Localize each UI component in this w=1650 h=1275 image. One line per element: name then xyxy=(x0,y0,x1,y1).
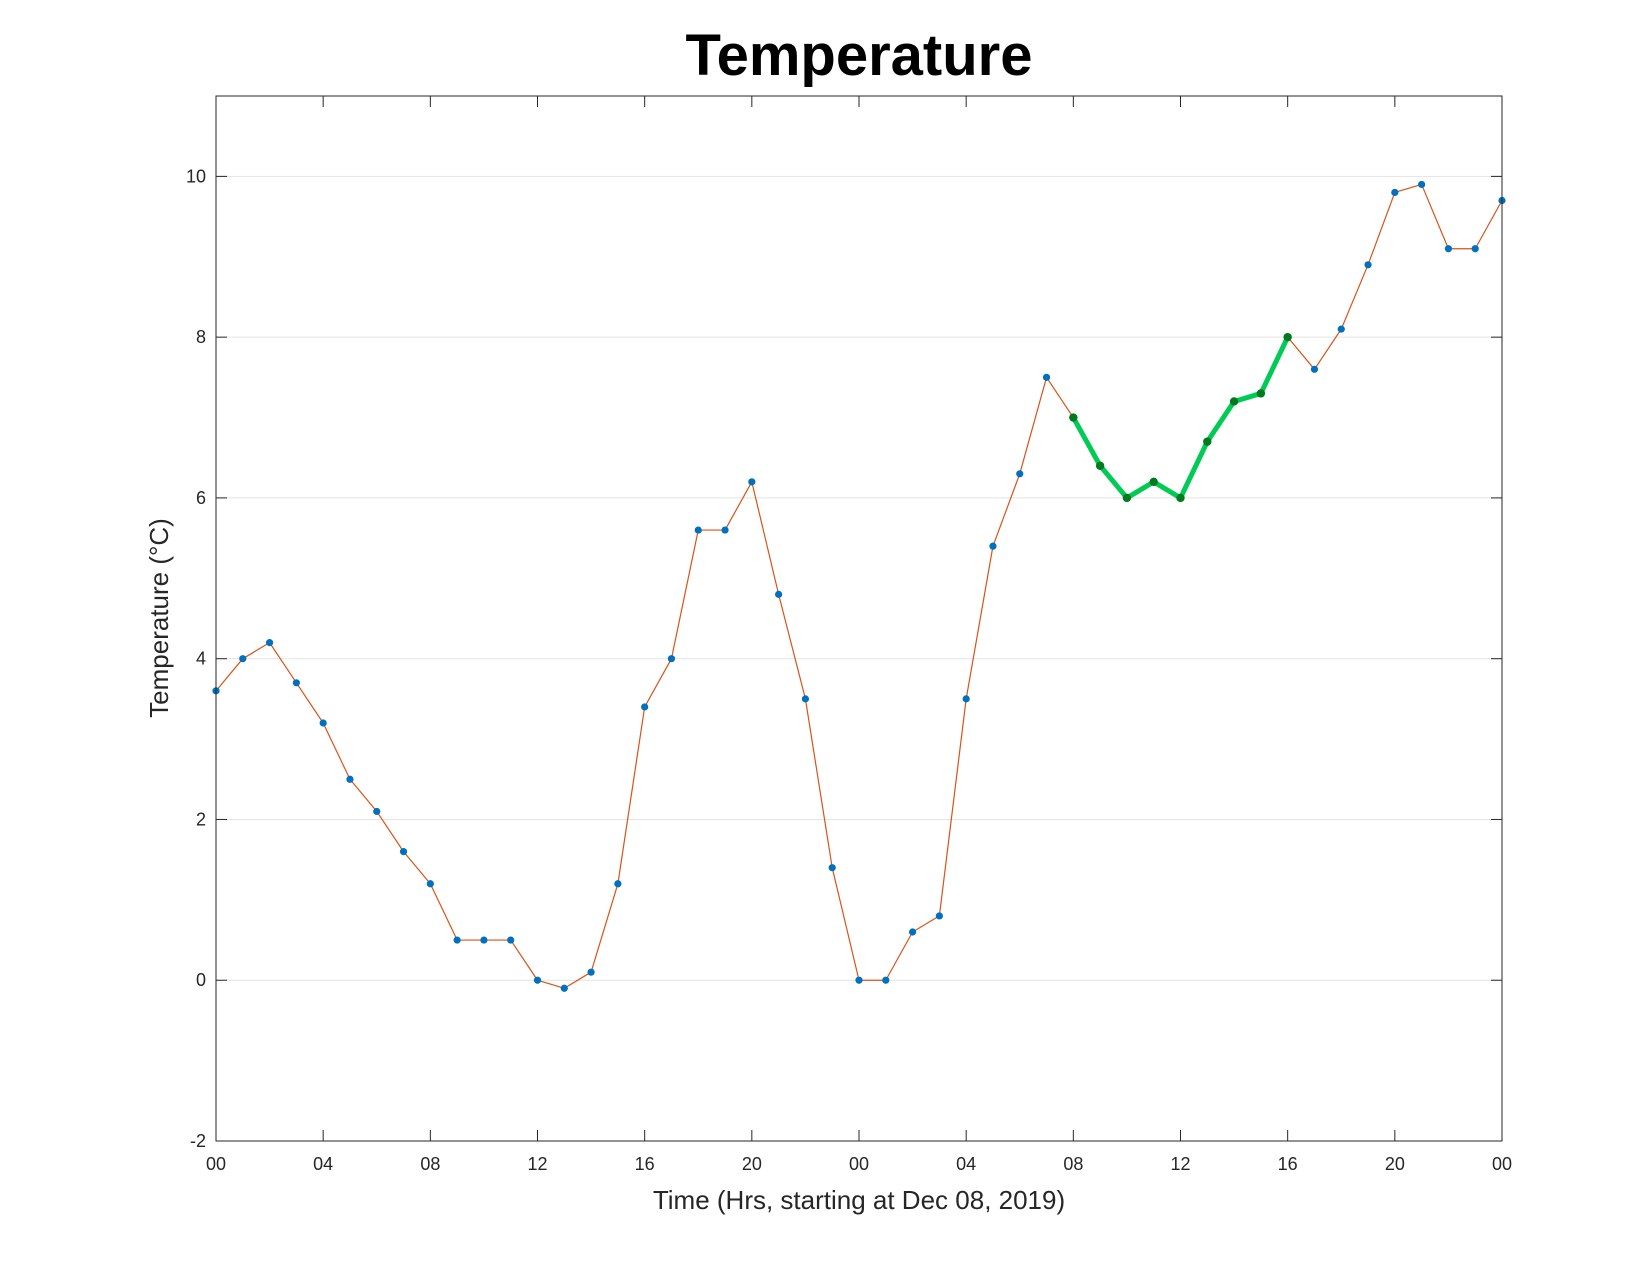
highlight-point xyxy=(1283,332,1292,342)
highlight-series xyxy=(1069,332,1292,503)
data-point xyxy=(748,478,756,486)
data-point xyxy=(935,912,943,920)
x-tick-label: 08 xyxy=(420,1154,440,1174)
data-point xyxy=(507,936,515,944)
x-tick-label: 00 xyxy=(206,1154,226,1174)
data-point xyxy=(587,968,595,976)
y-tick-label: 2 xyxy=(196,809,206,829)
y-tick-label: 10 xyxy=(186,166,206,186)
chart-title: Temperature xyxy=(685,23,1032,88)
x-tick-label: 12 xyxy=(1170,1154,1190,1174)
data-point xyxy=(801,695,810,703)
data-point xyxy=(855,976,863,984)
data-point xyxy=(882,976,890,984)
x-tick-label: 04 xyxy=(313,1154,333,1174)
data-point xyxy=(1391,188,1399,197)
highlight-line xyxy=(1070,334,1291,501)
data-point xyxy=(1444,245,1453,253)
highlight-point xyxy=(1122,493,1132,503)
highlight-point xyxy=(1229,397,1239,406)
data-point xyxy=(399,848,408,856)
x-tick-labels: 00 04 08 12 16 20 00 04 08 12 16 20 00 xyxy=(206,1154,1512,1174)
data-point xyxy=(721,526,729,534)
data-point xyxy=(560,984,568,992)
highlight-point xyxy=(1203,437,1212,446)
data-point xyxy=(908,928,917,936)
data-point xyxy=(1364,261,1372,269)
data-point xyxy=(1337,325,1345,333)
series-line xyxy=(215,183,1503,989)
data-point xyxy=(1471,245,1479,253)
y-tick-label: -2 xyxy=(190,1131,206,1151)
x-tick-label: 04 xyxy=(956,1154,976,1174)
data-point xyxy=(828,864,836,872)
x-axis-label: Time (Hrs, starting at Dec 08, 2019) xyxy=(653,1185,1065,1215)
data-point xyxy=(453,936,461,944)
plot-frame xyxy=(215,95,1503,1142)
data-point xyxy=(1310,365,1319,373)
highlight-point xyxy=(1149,477,1158,487)
x-tick-label: 20 xyxy=(1385,1154,1405,1174)
data-point xyxy=(319,719,327,727)
y-tick-label: 4 xyxy=(196,649,206,669)
data-point xyxy=(1418,180,1426,189)
data-point xyxy=(962,695,970,703)
x-tick-label: 08 xyxy=(1063,1154,1083,1174)
x-tick-label: 16 xyxy=(1278,1154,1298,1174)
tick-marks xyxy=(215,96,1503,1142)
highlight-point xyxy=(1069,413,1078,422)
grid-lines xyxy=(216,175,1502,981)
data-point xyxy=(694,526,702,534)
data-point xyxy=(265,639,274,647)
series-layer xyxy=(212,180,1506,992)
y-tick-label: 6 xyxy=(196,488,206,508)
data-point xyxy=(775,590,783,598)
y-tick-labels: -2 0 2 4 6 8 10 xyxy=(186,166,206,1151)
x-tick-label: 16 xyxy=(635,1154,655,1174)
data-point xyxy=(346,775,354,783)
data-point xyxy=(1016,470,1024,478)
data-point xyxy=(533,976,542,984)
highlight-point xyxy=(1095,461,1105,470)
y-axis-label: Temperature (°C) xyxy=(144,518,174,718)
highlight-point xyxy=(1256,389,1266,398)
data-point xyxy=(292,679,300,687)
highlight-point xyxy=(1176,493,1185,503)
data-point xyxy=(373,807,381,816)
data-point xyxy=(667,655,676,663)
x-tick-label: 00 xyxy=(1492,1154,1512,1174)
x-tick-label: 00 xyxy=(849,1154,869,1174)
data-point xyxy=(614,880,622,888)
data-point xyxy=(239,655,247,663)
data-point xyxy=(480,936,488,944)
y-tick-label: 0 xyxy=(196,970,206,990)
data-point xyxy=(641,703,649,711)
data-point xyxy=(989,542,997,550)
y-tick-label: 8 xyxy=(196,327,206,347)
data-point xyxy=(426,880,434,888)
x-tick-label: 20 xyxy=(742,1154,762,1174)
data-point xyxy=(1042,373,1051,381)
x-tick-label: 12 xyxy=(527,1154,547,1174)
temperature-series xyxy=(212,180,1506,992)
